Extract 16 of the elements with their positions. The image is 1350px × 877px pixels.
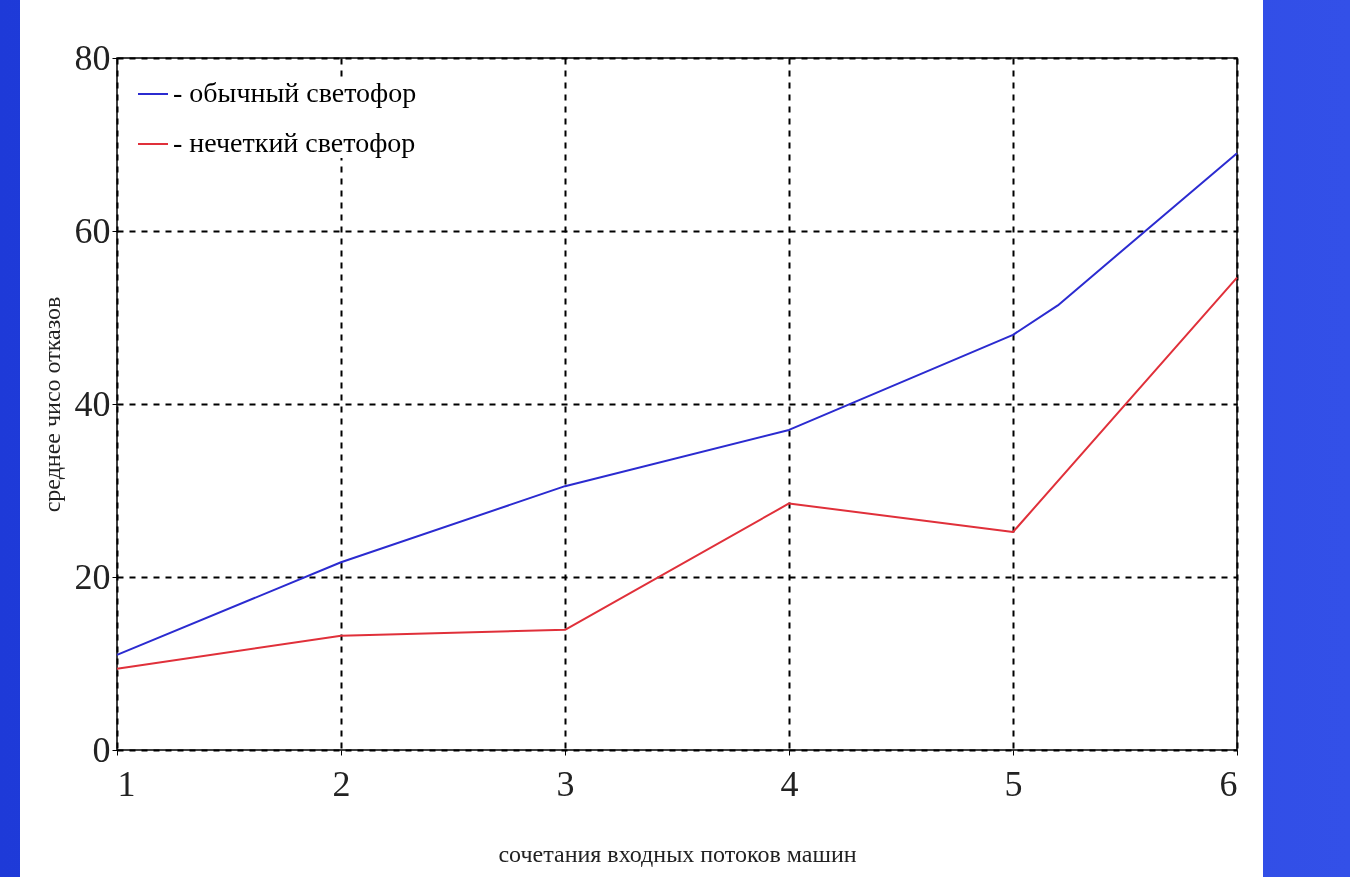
y-tick-label: 40 [74,383,111,424]
x-tick-label: 6 [1219,763,1238,804]
y-tick-label: 80 [74,37,111,78]
x-tick-label: 2 [332,763,351,804]
x-tick-label: 1 [117,763,136,804]
x-tick-label: 5 [1004,763,1023,804]
y-tick-label: 0 [92,729,111,770]
legend-label: - обычный светофор [173,77,417,108]
x-axis-title: сочетания входных потоков машин [498,840,857,867]
x-tick-label: 3 [556,763,575,804]
y-axis-title: среднее чисо отказов [38,296,65,513]
x-tick-label: 4 [780,763,799,804]
y-tick-label: 20 [74,556,111,597]
line-series [116,276,1238,670]
y-tick-label: 60 [74,210,111,251]
legend-label: - нечеткий светофор [173,127,416,158]
